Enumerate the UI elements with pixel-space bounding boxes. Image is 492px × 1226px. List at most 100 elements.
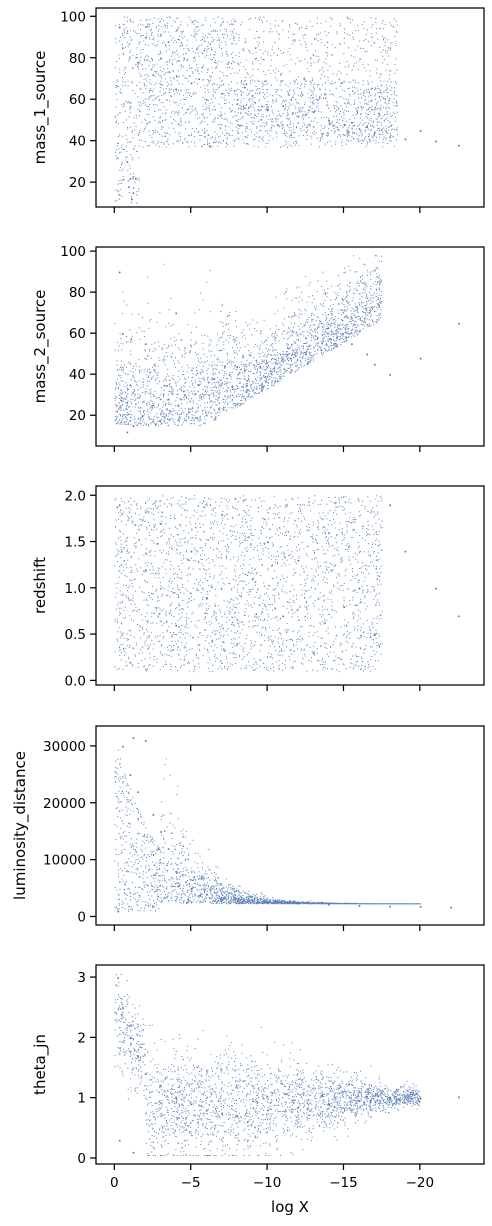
data-point: [206, 1109, 208, 1112]
y-tick-label: 0.0: [65, 673, 86, 689]
data-point: [297, 115, 300, 118]
data-point: [152, 74, 155, 76]
data-point: [160, 523, 162, 525]
y-tick-label: 20: [69, 175, 86, 191]
y-tick-label: 0.5: [65, 627, 86, 643]
data-point: [343, 606, 346, 608]
data-point: [305, 353, 307, 356]
data-point: [236, 1115, 239, 1118]
data-point: [137, 1055, 139, 1058]
data-point: [312, 652, 315, 655]
data-point: [175, 1097, 177, 1100]
data-point: [404, 550, 407, 553]
data-point: [132, 425, 135, 428]
data-point: [320, 349, 323, 352]
data-point: [132, 1151, 135, 1154]
plot-frame: [95, 246, 485, 447]
data-point: [435, 140, 437, 143]
data-point: [206, 99, 208, 101]
data-point: [198, 78, 200, 81]
data-point: [175, 871, 177, 873]
y-tick-label: 0: [77, 909, 86, 925]
data-point: [221, 1112, 223, 1115]
y-tick-label: 60: [69, 92, 86, 108]
data-point: [389, 136, 391, 139]
data-point: [335, 345, 338, 348]
data-point: [160, 57, 162, 60]
data-point: [141, 415, 144, 417]
data-point: [152, 405, 155, 407]
plot-frame: [95, 485, 485, 686]
data-point: [458, 615, 460, 618]
data-point: [290, 357, 292, 360]
data-point: [419, 130, 422, 132]
data-point: [144, 1073, 147, 1076]
y-tick-label: 1.5: [65, 535, 86, 551]
y-tick-label: 40: [69, 134, 86, 150]
data-point: [132, 192, 135, 195]
data-point: [160, 831, 162, 833]
data-point: [128, 186, 130, 188]
y-tick-label: 20000: [43, 796, 86, 812]
data-point: [129, 384, 132, 387]
point-cloud: [114, 16, 460, 204]
data-point: [297, 560, 300, 562]
data-point: [175, 624, 177, 627]
data-point: [389, 504, 391, 507]
data-point: [358, 587, 361, 590]
data-point: [228, 374, 231, 376]
data-point: [259, 366, 261, 368]
data-point: [351, 122, 353, 124]
data-point: [129, 1037, 132, 1039]
point-cloud: [114, 495, 460, 673]
data-point: [122, 1007, 124, 1009]
data-point: [198, 384, 200, 387]
data-point: [404, 138, 407, 141]
panel-2: 20 40 60 80 100 mass_2_source: [31, 244, 485, 452]
y-tick-label: 80: [69, 51, 86, 67]
data-point: [358, 905, 361, 907]
y-tick-label: 2.0: [65, 488, 86, 504]
y-tick-label: 100: [60, 9, 86, 25]
data-point: [190, 550, 193, 553]
data-point: [206, 893, 208, 896]
scatter-points: [114, 495, 383, 673]
y-tick-label: 2: [77, 1030, 86, 1046]
data-point: [236, 103, 239, 105]
data-point: [137, 61, 139, 64]
data-point: [190, 888, 193, 890]
data-point: [206, 597, 208, 599]
data-point: [167, 398, 170, 401]
data-point: [118, 271, 121, 274]
x-tick-label: −15: [329, 1175, 358, 1191]
data-point: [175, 88, 177, 91]
data-point: [129, 661, 132, 664]
data-point: [251, 578, 254, 581]
y-axis-label: redshift: [31, 557, 49, 614]
data-point: [160, 1085, 162, 1088]
data-point: [132, 737, 135, 739]
data-point: [190, 1103, 193, 1106]
data-point: [297, 1106, 300, 1109]
data-point: [144, 569, 147, 571]
plot-frame: [95, 7, 485, 208]
x-tick-label: 0: [110, 1175, 119, 1191]
data-point: [282, 105, 284, 107]
scatter-points: [114, 255, 383, 427]
data-point: [419, 357, 422, 360]
plot-frame: [95, 964, 485, 1165]
data-point: [358, 1100, 361, 1103]
data-point: [458, 144, 460, 147]
data-point: [328, 904, 330, 906]
data-point: [305, 113, 307, 116]
data-point: [190, 82, 193, 85]
data-point: [221, 93, 223, 95]
data-point: [419, 1097, 422, 1100]
panel-3: 0.0 0.5 1.0 1.5 2.0 redshift: [31, 485, 485, 691]
data-point: [458, 1096, 460, 1099]
data-point: [389, 905, 391, 908]
data-point: [351, 343, 353, 345]
point-cloud: [114, 255, 460, 434]
data-point: [118, 504, 121, 507]
data-point: [122, 47, 124, 49]
